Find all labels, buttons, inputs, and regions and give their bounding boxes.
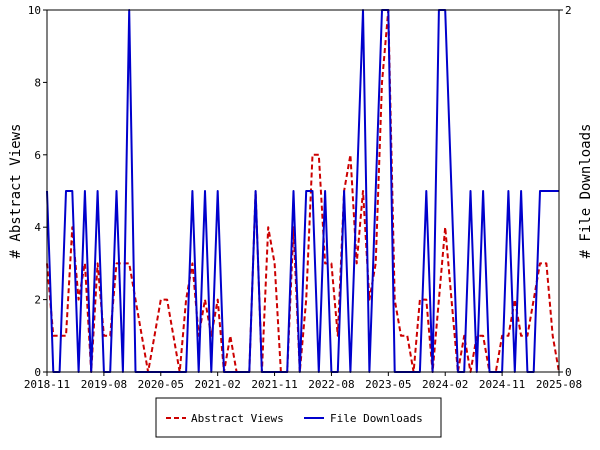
y-left-tick-label: 10 [28, 4, 41, 17]
y-left-axis-title: # Abstract Views [8, 124, 24, 259]
y-left-axis: 0 2 4 6 8 10 [28, 4, 47, 379]
y-right-axis-title: # File Downloads [578, 124, 594, 259]
x-axis: 2018-11 2019-08 2020-05 2021-02 2021-11 2022-… [24, 372, 582, 391]
x-tick-label: 2024-11 [479, 378, 525, 391]
y-right-axis: 02 [559, 4, 572, 379]
legend-box [155, 397, 442, 438]
x-tick-label: 2019-08 [81, 378, 127, 391]
series-line-abstract-views [46, 9, 560, 373]
plot-frame [46, 9, 560, 373]
y-left-tick-label: 0 [34, 366, 41, 379]
y-left-tick-label: 2 [34, 294, 41, 307]
legend: Abstract Views File Downloads [155, 397, 442, 438]
legend-label-abstract-views: Abstract Views [191, 412, 284, 425]
y-left-tick-label: 6 [34, 149, 41, 162]
x-tick-label: 2018-11 [24, 378, 70, 391]
x-tick-label: 2020-05 [138, 378, 184, 391]
legend-label-file-downloads: File Downloads [330, 412, 423, 425]
x-tick-label: 2021-11 [251, 378, 297, 391]
y-right-tick-label: 0 [565, 366, 572, 379]
y-right-tick-label: 2 [565, 4, 572, 17]
x-tick-label: 2021-02 [194, 378, 240, 391]
y-left-tick-label: 8 [34, 76, 41, 89]
series-line-file-downloads [46, 9, 559, 373]
y-left-tick-label: 4 [34, 221, 41, 234]
x-tick-label: 2023-05 [365, 378, 411, 391]
x-tick-label: 2025-08 [536, 378, 582, 391]
x-tick-label: 2022-08 [308, 378, 354, 391]
x-tick-label: 2024-02 [422, 378, 468, 391]
series-layer [46, 9, 560, 373]
